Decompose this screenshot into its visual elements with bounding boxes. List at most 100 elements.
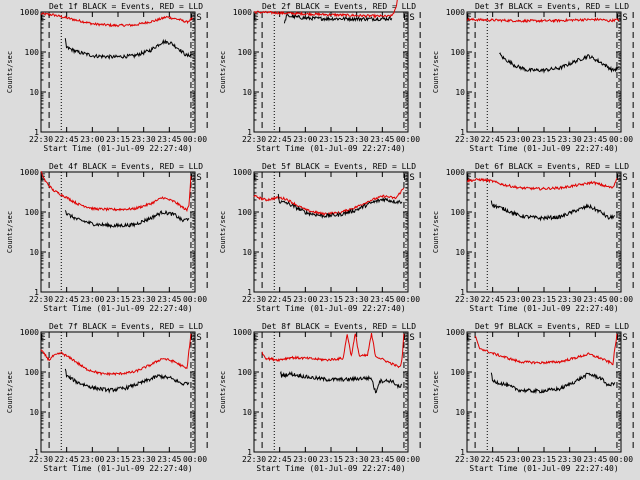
series-line-events (283, 13, 393, 24)
series-line-events (64, 209, 190, 229)
event-marker-label: E (466, 13, 471, 23)
event-marker-label: E (40, 13, 45, 23)
y-tick-label: 10 (455, 248, 465, 257)
event-marker-label: E (253, 333, 258, 343)
x-tick-label: 23:00 (506, 135, 530, 144)
x-axis-label: Start Time (01-Jul-09 22:27:40) (256, 144, 405, 153)
panel-title: Det 3f BLACK = Events, RED = LLD (475, 2, 629, 11)
y-tick-label: 1000 (446, 168, 465, 177)
panel-8: Det 8f BLACK = Events, RED = LLD 1 10 100 10… (219, 322, 421, 473)
x-tick-label: 23:00 (293, 455, 317, 464)
x-tick-label: 23:30 (558, 455, 582, 464)
y-tick-label: 100 (238, 48, 253, 57)
event-marker-label: S (622, 173, 627, 183)
x-axis-label: Start Time (01-Jul-09 22:27:40) (43, 144, 192, 153)
series-line-events (277, 193, 403, 219)
panel-2: Det 2f BLACK = Events, RED = LLD 1 10 100 10… (219, 0, 421, 153)
event-marker-label: E (466, 333, 471, 343)
y-tick-label: 1000 (446, 328, 465, 337)
x-tick-label: 00:00 (396, 455, 420, 464)
y-tick-label: 1000 (233, 328, 252, 337)
y-tick-label: 1 (34, 288, 39, 297)
event-marker-label: S (196, 173, 201, 183)
event-marker-label: S (409, 333, 414, 343)
x-tick-label: 23:30 (132, 295, 156, 304)
x-axis-label: Start Time (01-Jul-09 22:27:40) (469, 144, 618, 153)
x-tick-label: 00:00 (609, 295, 633, 304)
panel-title: Det 5f BLACK = Events, RED = LLD (262, 162, 416, 171)
y-tick-label: 10 (29, 88, 39, 97)
event-marker-label: S (622, 13, 627, 23)
x-tick-label: 23:00 (80, 455, 104, 464)
x-tick-label: 23:30 (132, 135, 156, 144)
panel-4: Det 4f BLACK = Events, RED = LLD 1 10 100 10… (6, 162, 208, 313)
y-axis-label: Counts/sec (219, 51, 227, 93)
x-tick-label: 22:45 (55, 135, 79, 144)
series-line-lld (261, 333, 405, 369)
x-tick-label: 23:45 (157, 295, 181, 304)
event-marker-label: E (190, 173, 195, 183)
event-marker-label: E (616, 333, 621, 343)
y-tick-label: 1000 (20, 328, 39, 337)
y-axis-label: Counts/sec (6, 51, 14, 93)
event-marker-label: S (409, 173, 414, 183)
x-tick-label: 22:30 (455, 295, 479, 304)
x-tick-label: 22:45 (268, 135, 292, 144)
x-tick-label: 23:00 (80, 135, 104, 144)
panel-title: Det 2f BLACK = Events, RED = LLD (262, 2, 416, 11)
x-tick-label: 23:00 (293, 295, 317, 304)
x-axis-label: Start Time (01-Jul-09 22:27:40) (43, 464, 192, 473)
x-tick-label: 23:00 (506, 295, 530, 304)
y-tick-label: 1 (247, 288, 252, 297)
x-tick-label: 22:45 (55, 295, 79, 304)
series-line-events (279, 370, 403, 394)
event-marker-label: E (40, 333, 45, 343)
y-axis-label: Counts/sec (432, 371, 440, 413)
x-tick-label: 23:15 (532, 295, 556, 304)
event-marker-label: E (40, 173, 45, 183)
panel-title: Det 7f BLACK = Events, RED = LLD (49, 322, 203, 331)
series-line-lld (40, 170, 192, 213)
series-line-events (499, 52, 620, 74)
series-line-lld (40, 12, 194, 28)
y-tick-label: 100 (25, 208, 40, 217)
panel-title: Det 4f BLACK = Events, RED = LLD (49, 162, 203, 171)
x-tick-label: 22:45 (268, 455, 292, 464)
x-tick-label: 23:15 (532, 135, 556, 144)
y-tick-label: 1 (460, 448, 465, 457)
event-marker-label: E (253, 13, 258, 23)
y-tick-label: 10 (242, 408, 252, 417)
x-tick-label: 23:45 (583, 135, 607, 144)
x-tick-label: 23:00 (293, 135, 317, 144)
y-tick-label: 10 (29, 408, 39, 417)
x-tick-label: 22:45 (481, 295, 505, 304)
y-tick-label: 1 (460, 288, 465, 297)
x-tick-label: 23:30 (132, 455, 156, 464)
y-tick-label: 1000 (233, 168, 252, 177)
x-tick-label: 23:15 (319, 135, 343, 144)
x-tick-label: 22:30 (29, 455, 53, 464)
y-tick-label: 100 (451, 48, 466, 57)
x-tick-label: 23:15 (106, 455, 130, 464)
x-tick-label: 00:00 (183, 295, 207, 304)
event-marker-label: S (196, 13, 201, 23)
y-tick-label: 100 (238, 208, 253, 217)
x-tick-label: 23:15 (106, 135, 130, 144)
x-tick-label: 22:30 (242, 455, 266, 464)
series-line-events (64, 38, 194, 60)
x-tick-label: 22:30 (455, 135, 479, 144)
x-tick-label: 23:15 (319, 455, 343, 464)
y-axis-label: Counts/sec (432, 211, 440, 253)
y-tick-label: 10 (242, 248, 252, 257)
x-tick-label: 00:00 (396, 295, 420, 304)
y-tick-label: 1 (460, 128, 465, 137)
y-tick-label: 1000 (233, 8, 252, 17)
x-tick-label: 23:45 (157, 135, 181, 144)
event-marker-label: E (616, 173, 621, 183)
x-tick-label: 23:45 (583, 455, 607, 464)
y-tick-label: 1000 (20, 168, 39, 177)
y-axis-label: Counts/sec (432, 51, 440, 93)
event-marker-label: S (622, 333, 627, 343)
